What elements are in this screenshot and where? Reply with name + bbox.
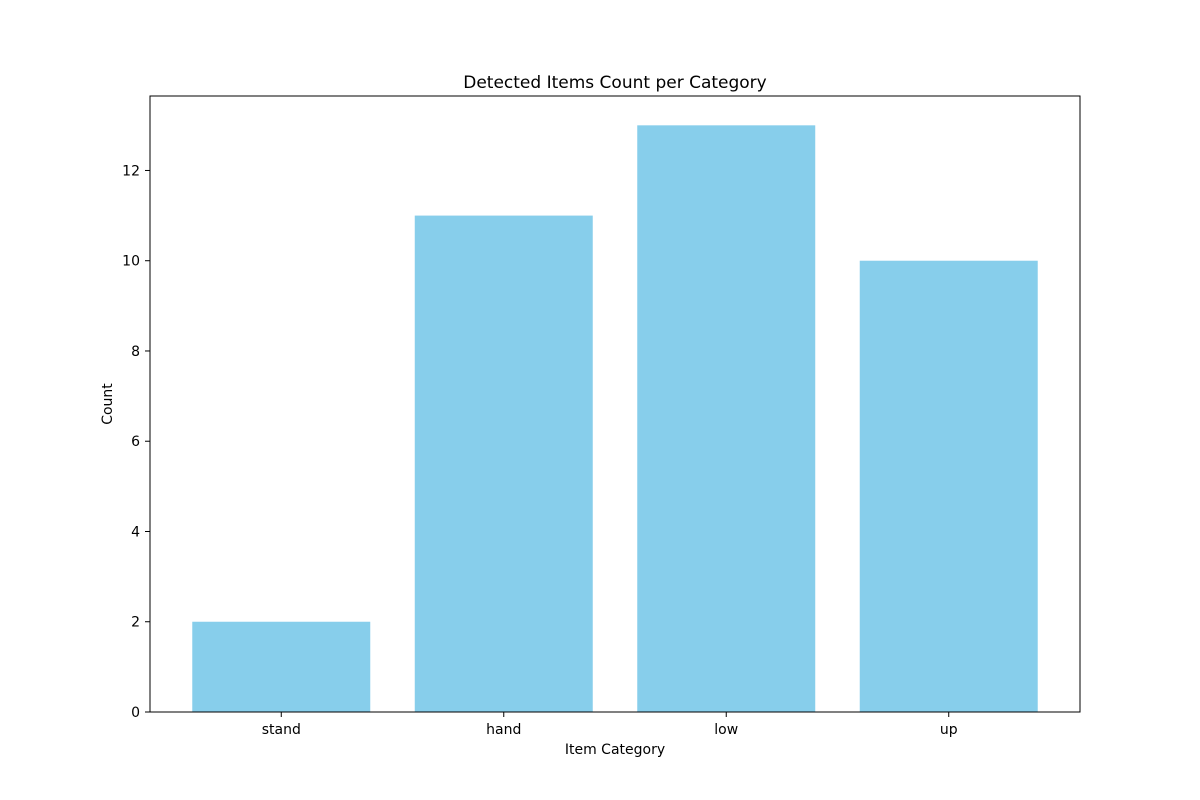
bar-up (859, 260, 1038, 712)
x-axis: stand hand low up (262, 712, 958, 738)
bar-low (637, 125, 816, 712)
chart-title: Detected Items Count per Category (463, 73, 767, 93)
x-tick-label-up: up (940, 722, 958, 738)
y-axis-label: Count (100, 383, 116, 425)
y-tick-label: 8 (131, 344, 140, 360)
bar-stand (192, 621, 371, 712)
y-tick-label: 12 (122, 163, 140, 179)
y-axis: 0 2 4 6 8 10 12 (122, 163, 150, 721)
bars-group (192, 125, 1038, 712)
x-tick-label-stand: stand (262, 722, 301, 738)
x-tick-label-hand: hand (486, 722, 521, 738)
y-tick-label: 2 (131, 615, 140, 631)
x-axis-label: Item Category (565, 742, 665, 758)
y-tick-label: 0 (131, 705, 140, 721)
y-tick-label: 6 (131, 434, 140, 450)
x-tick-label-low: low (714, 722, 738, 738)
y-tick-label: 10 (122, 254, 140, 270)
axes-frame (149, 95, 1081, 713)
y-tick-label: 4 (131, 524, 140, 540)
bar-hand (414, 215, 593, 712)
